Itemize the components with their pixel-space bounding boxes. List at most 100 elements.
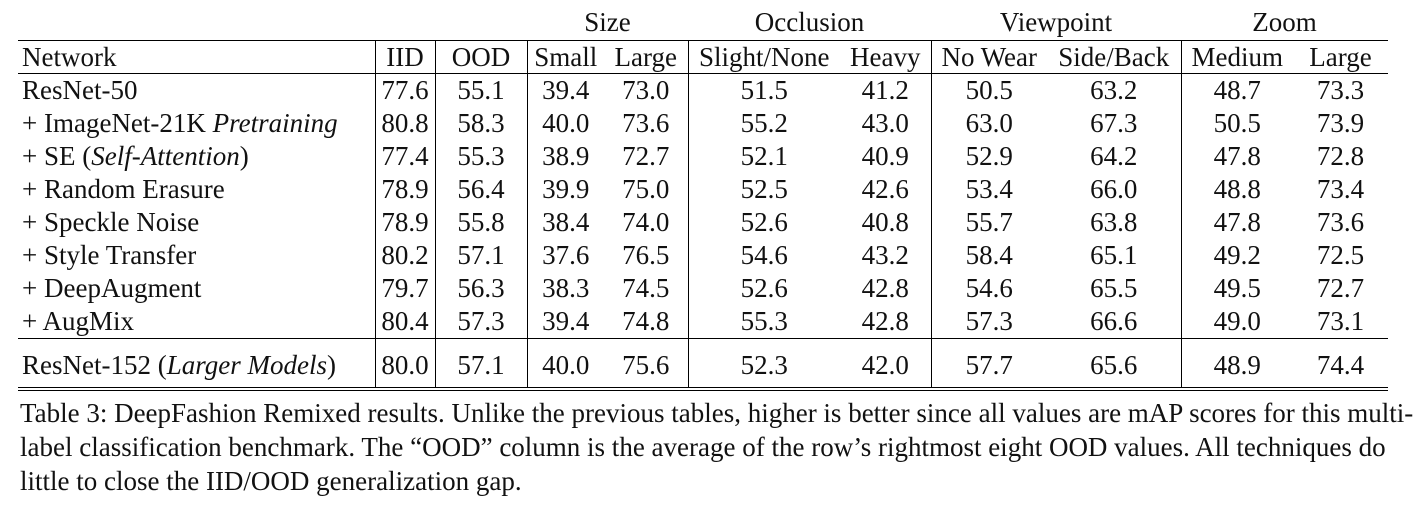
column-header: Medium [1180, 40, 1293, 74]
cell: 73.6 [1316, 207, 1365, 237]
row-label: + SE (Self-Attention) [18, 140, 375, 173]
cell: 49.0 [1180, 305, 1293, 339]
row-label: + Random Erasure [18, 173, 375, 206]
cell: 72.5 [1316, 240, 1365, 270]
cell: 55.8 [434, 206, 527, 239]
row-label: ResNet-152 (Larger Models) [18, 338, 375, 391]
cell: 37.6 [526, 239, 604, 272]
cell: 49.5 [1180, 272, 1293, 305]
cell: 80.4 [374, 305, 435, 339]
cell: 65.5 [1090, 273, 1138, 303]
cell: 52.5 [687, 173, 840, 206]
cell: 53.4 [930, 173, 1047, 206]
row-label: ResNet-50 [18, 74, 375, 108]
cell: 80.0 [374, 338, 435, 391]
cell: 73.6 [622, 108, 670, 138]
row-label-part: + AugMix [22, 306, 134, 336]
cell: 72.8 [1316, 141, 1365, 171]
cell: 47.8 [1180, 206, 1293, 239]
row-label: + ImageNet-21K Pretraining [18, 107, 375, 140]
cell: 65.6 [1047, 338, 1181, 391]
cell: 74.5 [622, 273, 670, 303]
cell: 40.0 [526, 338, 604, 391]
row-label: + DeepAugment [18, 272, 375, 305]
cell: 39.4 [526, 305, 604, 339]
group-header-row: Size Occlusion Viewpoint Zoom [18, 4, 1388, 41]
column-header: Network [18, 40, 375, 74]
cell: 49.2 [1180, 239, 1293, 272]
cell: 50.5 [930, 73, 1047, 107]
group-header: Viewpoint [999, 6, 1113, 37]
cell: 56.4 [434, 173, 527, 206]
cell: 38.9 [526, 140, 604, 173]
cell: 63.2 [1090, 75, 1138, 105]
cell: 80.2 [374, 239, 435, 272]
cell: 52.6 [687, 206, 840, 239]
spacer [18, 4, 527, 41]
cell: 42.8 [861, 306, 909, 336]
cell: 42.0 [840, 338, 931, 391]
column-header-row: Network IID OOD Small Large Slight/None Heavy N… [18, 40, 1388, 74]
column-header: Small [526, 40, 604, 74]
cell: 73.9 [1316, 108, 1365, 138]
row-label-part: ) [239, 141, 249, 171]
cell: 74.4 [1293, 338, 1388, 391]
column-header: Slight/None [687, 40, 840, 74]
cell: 58.4 [930, 239, 1047, 272]
cell: 58.3 [434, 107, 527, 140]
column-header: Side/Back [1047, 40, 1181, 74]
row-label-part: ResNet-50 [22, 75, 138, 105]
cell: 57.1 [434, 239, 527, 272]
row-label: + Style Transfer [18, 239, 375, 272]
cell: 43.2 [861, 240, 909, 270]
group-header: Zoom [1252, 6, 1317, 37]
cell: 66.0 [1090, 174, 1138, 204]
cell: 57.1 [434, 338, 527, 391]
cell: 38.4 [526, 206, 604, 239]
column-header: IID [374, 40, 435, 74]
row-label-part: + ImageNet-21K [22, 108, 213, 138]
column-header: OOD [434, 40, 527, 74]
cell: 66.6 [1090, 306, 1138, 336]
cell: 78.9 [374, 173, 435, 206]
cell: 63.8 [1090, 207, 1138, 237]
cell: 74.0 [622, 207, 670, 237]
cell: 63.0 [930, 107, 1047, 140]
cell: 48.7 [1180, 73, 1293, 107]
cell: 73.4 [1316, 174, 1365, 204]
table-row: ResNet-50 77.6 55.1 39.4 73.0 51.5 41.2 50.5 63.… [18, 73, 1388, 108]
cell: 52.3 [687, 338, 840, 391]
row-label-part: Larger Models [166, 349, 327, 380]
table-row: + Speckle Noise 78.9 55.8 38.4 74.0 52.6 40.8 5… [18, 206, 1388, 239]
cell: 55.2 [687, 107, 840, 140]
cell: 80.8 [374, 107, 435, 140]
cell: 79.7 [374, 272, 435, 305]
column-header: Large [1293, 40, 1388, 74]
cell: 40.9 [861, 141, 909, 171]
cell: 73.0 [622, 75, 670, 105]
caption: Table 3: DeepFashion Remixed results. Un… [20, 398, 1414, 496]
cell: 52.1 [687, 140, 840, 173]
cell: 52.6 [687, 272, 840, 305]
table-row: + Random Erasure 78.9 56.4 39.9 75.0 52.5 42.6… [18, 173, 1388, 206]
column-header: No Wear [930, 40, 1047, 74]
cell: 55.7 [930, 206, 1047, 239]
cell: 72.7 [622, 141, 670, 171]
cell: 73.1 [1316, 306, 1365, 336]
cell: 50.5 [1180, 107, 1293, 140]
row-label-part: ResNet-152 ( [22, 349, 167, 380]
cell: 72.7 [1316, 273, 1365, 303]
cell: 51.5 [687, 73, 840, 107]
cell: 40.0 [526, 107, 604, 140]
row-label-part: + Style Transfer [22, 240, 197, 270]
cell: 75.0 [622, 174, 670, 204]
table-row: + ImageNet-21K Pretraining 80.8 58.3 40.0 73… [18, 107, 1388, 140]
row-label-part: Self-Attention [91, 141, 240, 171]
cell: 75.6 [604, 338, 688, 391]
cell: 52.9 [930, 140, 1047, 173]
cell: 54.6 [687, 239, 840, 272]
cell: 40.8 [861, 207, 909, 237]
table-row: + Style Transfer 80.2 57.1 37.6 76.5 54.6 43.2… [18, 239, 1388, 272]
cell: 64.2 [1090, 141, 1138, 171]
